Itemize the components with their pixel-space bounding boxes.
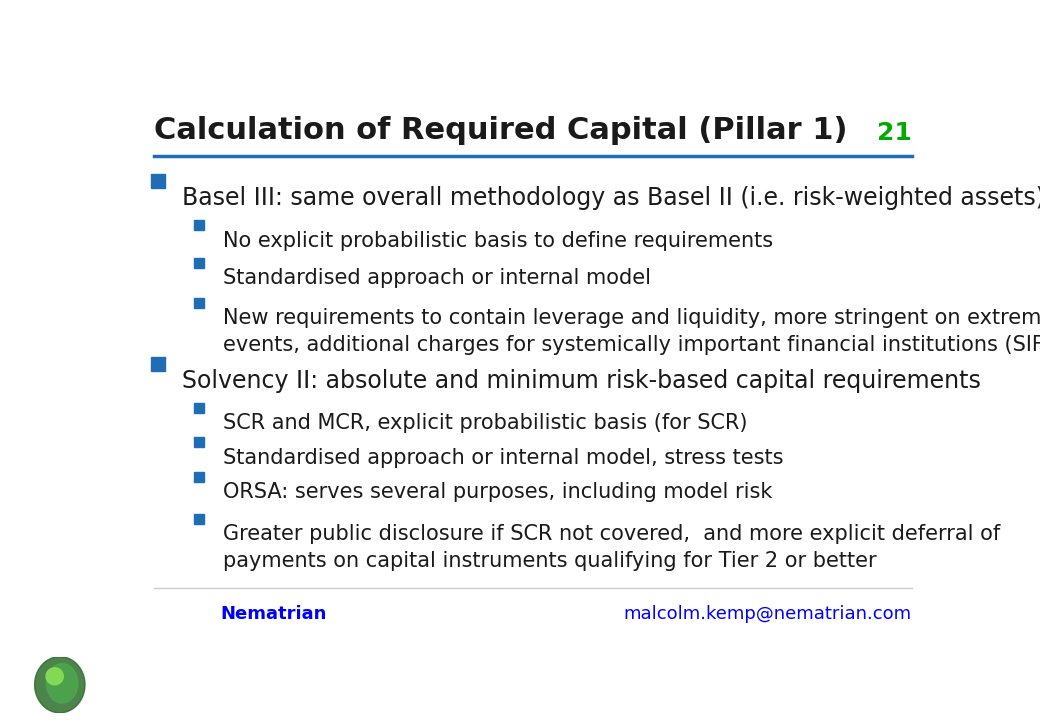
Text: Calculation of Required Capital (Pillar 1): Calculation of Required Capital (Pillar … [154, 116, 848, 145]
Polygon shape [46, 668, 63, 685]
Text: Standardised approach or internal model, stress tests: Standardised approach or internal model,… [223, 448, 783, 468]
Text: Solvency II: absolute and minimum risk-based capital requirements: Solvency II: absolute and minimum risk-b… [182, 369, 982, 393]
Text: New requirements to contain leverage and liquidity, more stringent on extreme
ev: New requirements to contain leverage and… [223, 308, 1040, 354]
Polygon shape [34, 657, 85, 713]
Text: SCR and MCR, explicit probabilistic basis (for SCR): SCR and MCR, explicit probabilistic basi… [223, 413, 747, 433]
Text: No explicit probabilistic basis to define requirements: No explicit probabilistic basis to defin… [223, 230, 773, 251]
Polygon shape [47, 664, 78, 703]
Text: Nematrian: Nematrian [220, 606, 327, 624]
Text: Greater public disclosure if SCR not covered,  and more explicit deferral of
pay: Greater public disclosure if SCR not cov… [223, 524, 999, 571]
Text: Standardised approach or internal model: Standardised approach or internal model [223, 269, 651, 288]
Text: Basel III: same overall methodology as Basel II (i.e. risk-weighted assets): Basel III: same overall methodology as B… [182, 186, 1040, 210]
Text: malcolm.kemp@nematrian.com: malcolm.kemp@nematrian.com [624, 606, 912, 624]
Text: ORSA: serves several purposes, including model risk: ORSA: serves several purposes, including… [223, 482, 772, 503]
Text: 21: 21 [877, 121, 912, 145]
